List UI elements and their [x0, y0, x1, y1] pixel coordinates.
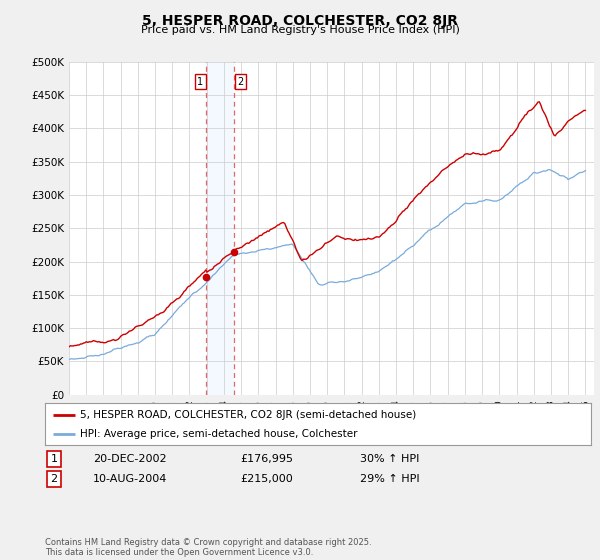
Text: 29% ↑ HPI: 29% ↑ HPI — [360, 474, 419, 484]
Text: 5, HESPER ROAD, COLCHESTER, CO2 8JR: 5, HESPER ROAD, COLCHESTER, CO2 8JR — [142, 14, 458, 28]
Bar — [206, 62, 235, 395]
Text: 10-AUG-2004: 10-AUG-2004 — [93, 474, 167, 484]
Text: £176,995: £176,995 — [240, 454, 293, 464]
Text: HPI: Average price, semi-detached house, Colchester: HPI: Average price, semi-detached house,… — [80, 429, 358, 439]
Text: 20-DEC-2002: 20-DEC-2002 — [93, 454, 167, 464]
Text: 1: 1 — [50, 454, 58, 464]
Text: 1: 1 — [197, 77, 203, 87]
Text: 2: 2 — [238, 77, 244, 87]
Text: 2: 2 — [50, 474, 58, 484]
Text: Price paid vs. HM Land Registry's House Price Index (HPI): Price paid vs. HM Land Registry's House … — [140, 25, 460, 35]
Text: Contains HM Land Registry data © Crown copyright and database right 2025.
This d: Contains HM Land Registry data © Crown c… — [45, 538, 371, 557]
Text: 30% ↑ HPI: 30% ↑ HPI — [360, 454, 419, 464]
Text: 5, HESPER ROAD, COLCHESTER, CO2 8JR (semi-detached house): 5, HESPER ROAD, COLCHESTER, CO2 8JR (sem… — [80, 409, 417, 419]
Text: £215,000: £215,000 — [240, 474, 293, 484]
